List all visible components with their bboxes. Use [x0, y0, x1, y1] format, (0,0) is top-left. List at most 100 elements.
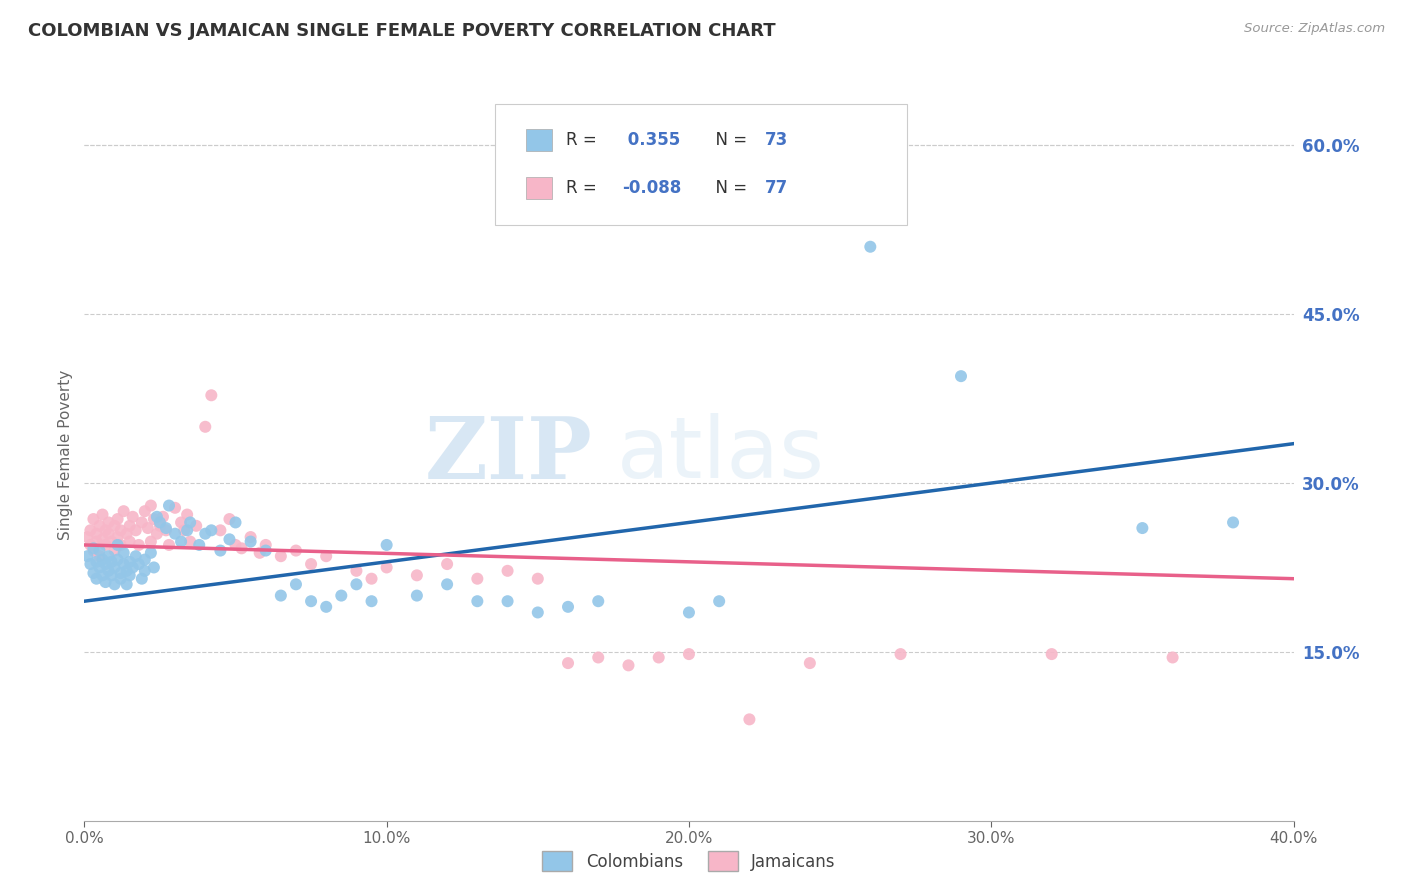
- Point: [299, 594, 322, 608]
- Point: [79, 538, 101, 552]
- Point: [527, 606, 550, 620]
- Point: [121, 509, 143, 524]
- Point: [194, 526, 217, 541]
- Point: [200, 524, 222, 538]
- Point: [115, 577, 138, 591]
- Point: [152, 509, 174, 524]
- Point: [588, 594, 610, 608]
- Point: [79, 557, 101, 571]
- Point: [375, 538, 398, 552]
- Point: [118, 534, 141, 549]
- Point: [128, 538, 150, 552]
- Point: [128, 557, 150, 571]
- Point: [1040, 647, 1063, 661]
- Point: [270, 589, 292, 603]
- Point: [176, 508, 198, 522]
- Point: [285, 543, 308, 558]
- Point: [104, 518, 127, 533]
- Point: [82, 543, 104, 558]
- Point: [157, 538, 180, 552]
- Point: [346, 564, 368, 578]
- Point: [149, 518, 172, 533]
- Point: [139, 534, 162, 549]
- Point: [82, 512, 104, 526]
- Point: [859, 240, 882, 254]
- Point: [134, 564, 156, 578]
- Point: [254, 543, 277, 558]
- Text: COLOMBIAN VS JAMAICAN SINGLE FEMALE POVERTY CORRELATION CHART: COLOMBIAN VS JAMAICAN SINGLE FEMALE POVE…: [28, 22, 776, 40]
- Text: -0.088: -0.088: [623, 179, 682, 197]
- Point: [239, 530, 262, 544]
- Point: [112, 546, 135, 560]
- Point: [89, 543, 111, 558]
- Point: [131, 572, 153, 586]
- Point: [104, 543, 127, 558]
- Point: [200, 388, 222, 402]
- Point: [176, 524, 198, 538]
- Point: [139, 546, 162, 560]
- Point: [134, 504, 156, 518]
- Point: [270, 549, 292, 564]
- Point: [149, 516, 172, 530]
- Point: [557, 599, 579, 614]
- Point: [179, 534, 201, 549]
- Point: [115, 526, 138, 541]
- Point: [89, 560, 111, 574]
- Point: [709, 594, 731, 608]
- Point: [165, 526, 187, 541]
- Text: 77: 77: [765, 179, 789, 197]
- Point: [254, 538, 277, 552]
- Point: [1222, 516, 1244, 530]
- Point: [225, 516, 247, 530]
- Point: [218, 533, 240, 547]
- Point: [94, 524, 117, 538]
- Point: [115, 564, 138, 578]
- Point: [155, 524, 177, 538]
- Point: [375, 560, 398, 574]
- Text: R =: R =: [565, 179, 596, 197]
- Point: [91, 533, 114, 547]
- Point: [218, 512, 240, 526]
- Point: [104, 560, 127, 574]
- Point: [406, 589, 429, 603]
- Point: [179, 516, 201, 530]
- Point: [86, 572, 108, 586]
- Point: [91, 568, 114, 582]
- Point: [118, 568, 141, 582]
- Point: [146, 509, 169, 524]
- Point: [89, 549, 111, 564]
- Point: [131, 516, 153, 530]
- Point: [194, 419, 217, 434]
- Point: [142, 512, 165, 526]
- Point: [173, 524, 195, 538]
- Point: [125, 524, 148, 538]
- Point: [94, 538, 117, 552]
- Point: [950, 369, 973, 384]
- Point: [118, 555, 141, 569]
- Point: [79, 524, 101, 538]
- Point: [170, 516, 193, 530]
- Point: [94, 557, 117, 571]
- Point: [157, 499, 180, 513]
- Point: [100, 555, 122, 569]
- Point: [82, 541, 104, 556]
- Point: [136, 521, 159, 535]
- Point: [86, 526, 108, 541]
- Point: [360, 572, 382, 586]
- Point: [209, 543, 232, 558]
- Point: [155, 521, 177, 535]
- Point: [89, 518, 111, 533]
- Point: [209, 524, 232, 538]
- Point: [134, 552, 156, 566]
- Point: [299, 557, 322, 571]
- Point: [97, 526, 120, 541]
- Text: R =: R =: [565, 131, 596, 149]
- Text: N =: N =: [704, 131, 747, 149]
- Point: [82, 566, 104, 580]
- Point: [107, 530, 129, 544]
- Point: [315, 599, 337, 614]
- Point: [86, 534, 108, 549]
- Legend: Colombians, Jamaicans: Colombians, Jamaicans: [536, 845, 842, 878]
- Point: [890, 647, 912, 661]
- Point: [557, 656, 579, 670]
